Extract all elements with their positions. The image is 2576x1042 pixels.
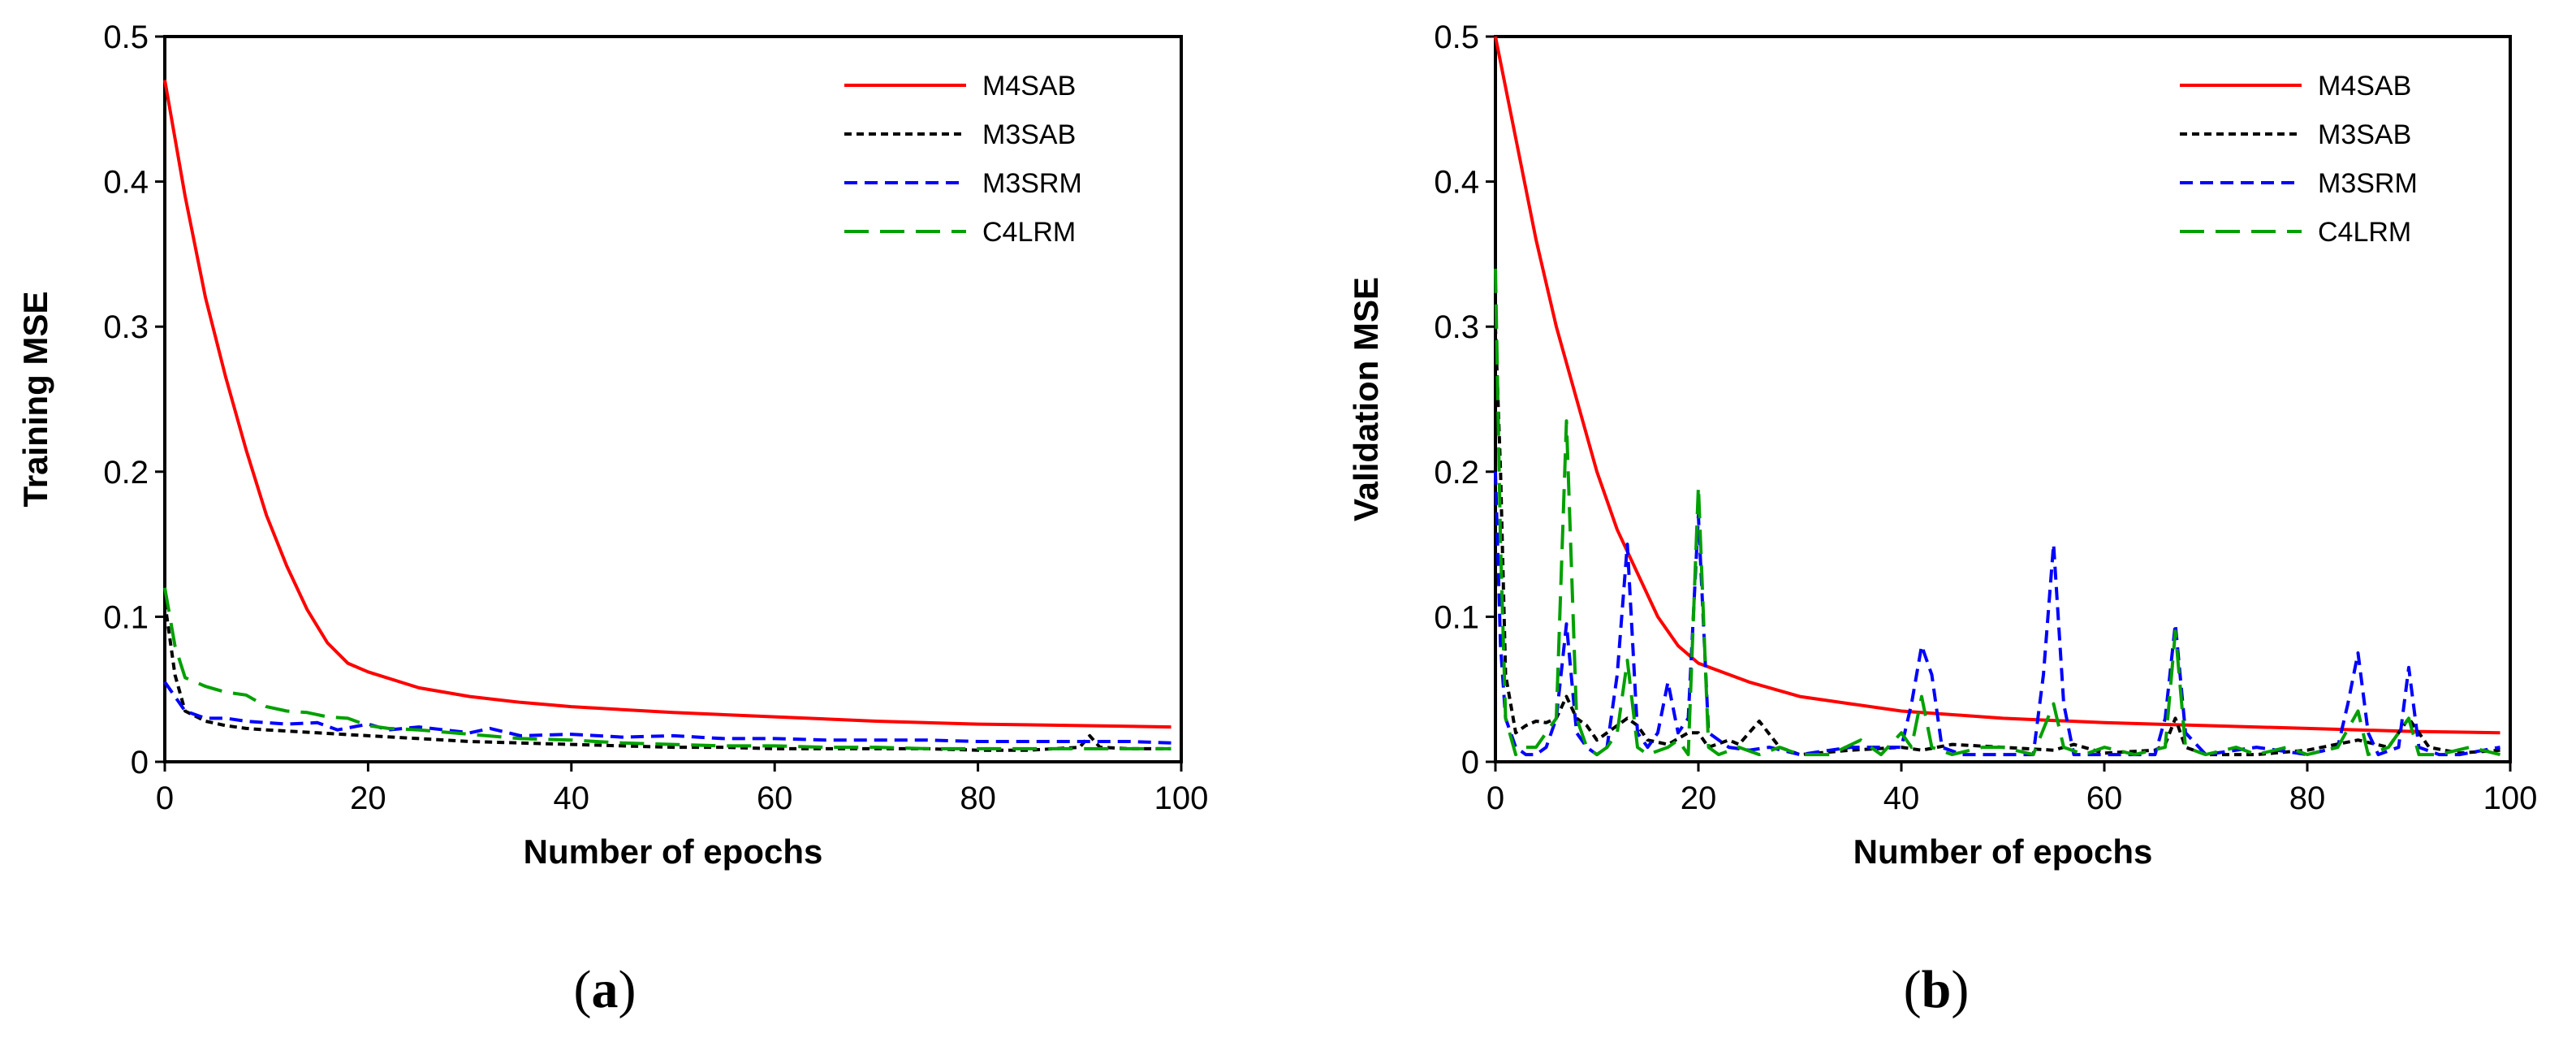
x-tick-label: 100: [1154, 780, 1209, 816]
chart-panel-b: 0 20 40 60 80 100 0 0.1 0.2 0.3 0.4 0.5 Number of ep…: [1347, 19, 2537, 1019]
legend-label-m3srm: M3SRM: [2318, 168, 2418, 199]
y-tick-label: 0.2: [103, 455, 149, 491]
x-axis-label: Number of epochs: [1853, 832, 2153, 871]
series-line-m4sab: [1494, 36, 2500, 735]
series-line-c4lrm: [163, 587, 1171, 750]
x-tick-label: 60: [2086, 780, 2123, 816]
y-tick-label: 0.4: [103, 165, 149, 201]
y-tick-label: 0: [131, 745, 149, 780]
y-tick-label: 0.3: [103, 309, 149, 345]
legend-label-c4lrm: C4LRM: [2318, 217, 2411, 248]
series-line-m3srm: [1494, 471, 2500, 757]
legend: M4SAB M3SAB M3SRM C4LRM: [844, 71, 1082, 248]
x-tick-label: 40: [1883, 780, 1920, 816]
y-axis-label: Validation MSE: [1347, 277, 1385, 521]
series-line-m3sab: [1494, 326, 2500, 757]
caption-letter: b: [1922, 960, 1952, 1019]
legend-label-m3sab: M3SAB: [2318, 119, 2411, 150]
series-line-m4sab: [163, 80, 1171, 729]
x-tick-label: 0: [156, 780, 174, 816]
x-tick-label: 80: [2289, 780, 2326, 816]
series-line-m3srm: [163, 681, 1171, 745]
x-tick-label: 80: [960, 780, 996, 816]
y-tick-label: 0.3: [1434, 309, 1479, 345]
panel-caption: (b): [1904, 960, 1970, 1019]
x-tick-label: 20: [1681, 780, 1717, 816]
y-tick-label: 0: [1461, 745, 1479, 780]
caption-close-paren: ): [619, 960, 636, 1019]
legend-label-m3srm: M3SRM: [982, 168, 1082, 199]
plot-frame: [163, 35, 1183, 763]
x-tick-label: 0: [1486, 780, 1504, 816]
x-axis-label: Number of epochs: [524, 832, 823, 871]
y-tick-label: 0.1: [1434, 599, 1479, 635]
caption-close-paren: ): [1951, 960, 1969, 1019]
series-line-c4lrm: [1494, 268, 2500, 757]
panel-caption: (a): [574, 960, 636, 1019]
legend-label-m3sab: M3SAB: [982, 119, 1076, 150]
caption-letter: a: [592, 960, 619, 1019]
y-tick-label: 0.5: [103, 19, 149, 55]
legend: M4SAB M3SAB M3SRM C4LRM: [2180, 71, 2418, 248]
legend-label-c4lrm: C4LRM: [982, 217, 1076, 248]
y-tick-label: 0.4: [1434, 165, 1479, 201]
y-tick-label: 0.2: [1434, 455, 1479, 491]
x-tick-label: 20: [350, 780, 386, 816]
caption-open-paren: (: [1904, 960, 1922, 1019]
x-tick-label: 100: [2483, 780, 2538, 816]
legend-label-m4sab: M4SAB: [2318, 71, 2411, 102]
legend-label-m4sab: M4SAB: [982, 71, 1076, 102]
plot-frame: [1494, 35, 2512, 763]
x-tick-label: 40: [554, 780, 590, 816]
chart-panel-a: 0 20 40 60 80 100 0 0.1 0.2 0.3 0.4 0.5 Number of ep…: [16, 19, 1208, 1019]
y-axis-label: Training MSE: [16, 291, 54, 507]
y-tick-label: 0.5: [1434, 19, 1479, 55]
caption-open-paren: (: [574, 960, 592, 1019]
y-tick-label: 0.1: [103, 599, 149, 635]
x-tick-label: 60: [757, 780, 793, 816]
